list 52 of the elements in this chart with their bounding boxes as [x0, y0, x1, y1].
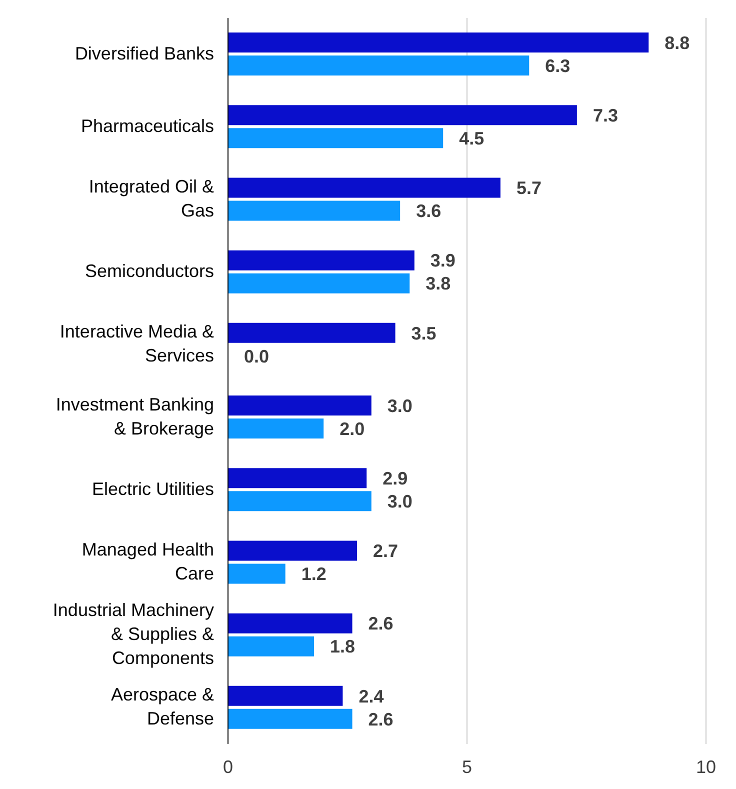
bar [228, 250, 414, 270]
data-label: 2.6 [368, 709, 394, 730]
data-label: 3.0 [387, 492, 412, 512]
data-label: 2.7 [373, 541, 398, 562]
x-tick-label: 5 [462, 756, 472, 777]
bar [228, 32, 649, 53]
data-label: 4.5 [459, 128, 484, 149]
bar [228, 322, 396, 343]
bar [228, 491, 372, 512]
data-label: 6.3 [545, 56, 570, 76]
bar [228, 468, 367, 488]
y-tick-label: Industrial Machinery & Supplies & Components [52, 600, 214, 668]
bar [228, 613, 352, 634]
data-label: 3.0 [387, 396, 412, 416]
bar [228, 273, 410, 294]
y-tick-label: Electric Utilities [92, 478, 214, 499]
bar [228, 636, 314, 656]
bar [228, 56, 530, 76]
data-label: 3.9 [430, 250, 456, 271]
data-label: 3.5 [411, 323, 436, 344]
bar [228, 540, 358, 561]
data-label: 8.8 [664, 32, 690, 53]
y-tick-label: Investment Banking & Brokerage [56, 394, 214, 438]
bar [228, 178, 500, 198]
y-tick-label: Managed Health Care [82, 539, 214, 584]
bar [228, 686, 343, 706]
y-tick-label: Interactive Media & Services [60, 321, 214, 366]
x-tick-label: 10 [696, 756, 716, 777]
bar [228, 200, 400, 221]
data-label: 2.4 [358, 686, 384, 706]
y-tick-label: Aerospace & Defense [110, 684, 214, 728]
y-tick-label: Integrated Oil & Gas [88, 176, 214, 220]
bar [228, 128, 444, 148]
y-tick-label: Pharmaceuticals [80, 116, 214, 136]
data-label: 2.9 [382, 468, 408, 489]
bar [228, 418, 324, 439]
data-label: 5.7 [516, 178, 542, 198]
x-tick-label: 0 [222, 756, 234, 777]
bar [228, 564, 286, 584]
data-label: 3.6 [416, 201, 442, 222]
data-label: 7.3 [592, 106, 618, 126]
y-tick-label: Diversified Banks [74, 43, 214, 64]
bar [228, 105, 577, 126]
data-label: 0.0 [244, 346, 270, 366]
y-tick-label: Semiconductors [84, 260, 214, 281]
data-label: 3.8 [426, 274, 451, 294]
data-label: 1.2 [301, 564, 326, 584]
bar [228, 396, 372, 416]
data-label: 2.6 [368, 614, 394, 634]
bar [228, 708, 352, 729]
data-label: 1.8 [330, 636, 356, 657]
data-label: 2.0 [340, 418, 365, 439]
